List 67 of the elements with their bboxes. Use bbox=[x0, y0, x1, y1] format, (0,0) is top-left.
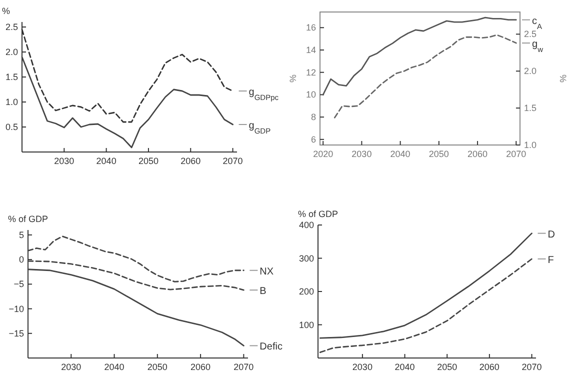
x-tick-label: 2030 bbox=[352, 149, 372, 159]
y2-axis-title: % bbox=[558, 74, 568, 83]
line-series bbox=[319, 258, 532, 354]
y2-tick-label: 1.0 bbox=[524, 140, 537, 150]
y-axis-title: % bbox=[288, 74, 298, 83]
series-label: D bbox=[548, 229, 555, 240]
x-tick-label: 2070 bbox=[522, 362, 542, 372]
x-tick-label: 2040 bbox=[96, 156, 116, 166]
y-tick-label: 1.0 bbox=[5, 97, 18, 107]
y-tick-label: 12 bbox=[306, 67, 316, 78]
y-tick-label: 16 bbox=[306, 22, 316, 33]
x-tick-label: 2060 bbox=[479, 362, 500, 372]
y2-tick-label: 1.5 bbox=[524, 103, 537, 114]
x-tick-label: 2030 bbox=[54, 156, 74, 166]
y-tick-label: 300 bbox=[298, 253, 314, 264]
series-label: g$_{GDPpc}$ bbox=[248, 87, 279, 102]
x-tick-label: 2040 bbox=[390, 149, 410, 159]
x-tick-label: 2060 bbox=[180, 156, 201, 166]
series-label: g$_{w}$ bbox=[532, 39, 544, 54]
y-tick-label: 400 bbox=[298, 220, 314, 230]
y2-tick-label: 2.5 bbox=[524, 29, 537, 40]
series-label: c$_{A}$ bbox=[532, 16, 542, 30]
x-tick-label: 2060 bbox=[468, 149, 488, 159]
line-series bbox=[21, 56, 234, 148]
y-tick-label: 100 bbox=[298, 320, 314, 330]
y-tick-label: −10 bbox=[8, 304, 24, 314]
y-tick-label: 14 bbox=[306, 45, 316, 55]
y2-tick-label: 2.0 bbox=[524, 66, 537, 76]
y-tick-label: 2.0 bbox=[5, 47, 18, 57]
y-tick-label: −5 bbox=[14, 279, 24, 290]
series-label: F bbox=[548, 254, 554, 266]
x-tick-label: 2030 bbox=[352, 362, 372, 372]
y-tick-label: 6 bbox=[310, 134, 316, 144]
y-axis-title: % of GDP bbox=[8, 214, 48, 224]
line-series bbox=[319, 232, 532, 339]
line-series bbox=[27, 268, 244, 346]
y-tick-label: 2.5 bbox=[5, 22, 18, 32]
series-label: g$_{GDP}$ bbox=[248, 120, 271, 135]
y-axis-title: % of GDP bbox=[298, 209, 338, 219]
series-label: Defic bbox=[260, 342, 282, 353]
x-tick-label: 2040 bbox=[104, 362, 124, 372]
x-tick-label: 2020 bbox=[313, 149, 334, 159]
y-tick-label: 5 bbox=[18, 230, 24, 240]
line-series bbox=[27, 236, 244, 282]
x-tick-label: 2060 bbox=[190, 362, 211, 372]
line-series bbox=[322, 16, 517, 96]
x-tick-label: 2030 bbox=[61, 362, 82, 372]
y-axis-title: % bbox=[2, 6, 10, 16]
x-tick-label: 2050 bbox=[147, 362, 168, 372]
x-tick-label: 2050 bbox=[428, 149, 449, 159]
y-tick-label: 8 bbox=[310, 112, 316, 122]
x-tick-label: 2040 bbox=[394, 362, 415, 372]
x-tick-label: 2050 bbox=[437, 362, 458, 372]
series-label: NX bbox=[260, 266, 274, 278]
y-tick-label: 0 bbox=[18, 254, 24, 265]
y-tick-label: 200 bbox=[298, 286, 314, 296]
line-series bbox=[27, 260, 244, 291]
series-label: B bbox=[260, 286, 267, 298]
x-tick-label: 2070 bbox=[506, 149, 526, 159]
y-tick-label: −15 bbox=[8, 328, 24, 338]
y-tick-label: 0.5 bbox=[5, 122, 18, 132]
y-tick-label: 1.5 bbox=[5, 72, 18, 82]
x-tick-label: 2050 bbox=[138, 156, 158, 166]
line-series bbox=[334, 34, 517, 118]
y-tick-label: 10 bbox=[306, 90, 316, 100]
x-tick-label: 2070 bbox=[234, 362, 254, 372]
x-tick-label: 2070 bbox=[222, 156, 243, 166]
